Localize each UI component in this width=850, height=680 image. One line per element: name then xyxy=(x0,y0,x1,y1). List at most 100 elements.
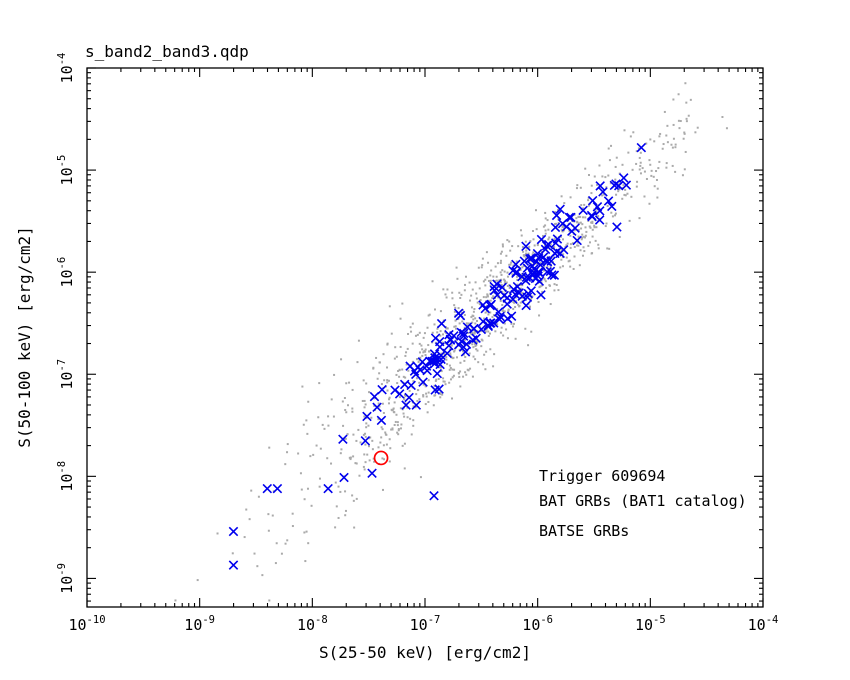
batse-point xyxy=(364,461,367,464)
batse-point xyxy=(398,396,401,399)
batse-point xyxy=(581,223,584,226)
batse-point xyxy=(424,385,427,388)
bat-grb-point xyxy=(523,288,534,299)
batse-point xyxy=(661,147,664,150)
batse-point xyxy=(409,417,412,420)
bat-grb-point xyxy=(595,206,605,216)
y-axis-tick-labels: 10-9 10-8 10-7 10-6 10-5 10-4 xyxy=(56,53,76,594)
bat-grb-point xyxy=(528,270,538,280)
batse-point xyxy=(508,283,511,286)
batse-point xyxy=(475,292,478,295)
batse-point xyxy=(418,359,421,362)
batse-point xyxy=(509,249,512,252)
batse-point xyxy=(423,350,426,353)
batse-point xyxy=(674,146,677,149)
batse-point xyxy=(630,195,633,198)
batse-point xyxy=(291,512,294,515)
batse-point xyxy=(403,398,406,401)
bat-grb-point xyxy=(394,389,405,399)
batse-point xyxy=(501,307,504,310)
batse-point xyxy=(525,252,528,255)
batse-point xyxy=(559,266,562,269)
batse-point xyxy=(393,423,396,426)
batse-point xyxy=(685,117,688,120)
batse-point xyxy=(388,438,391,441)
batse-point xyxy=(653,185,656,188)
batse-point xyxy=(401,368,404,371)
batse-point xyxy=(475,343,478,346)
bat-grb-point xyxy=(489,285,500,296)
batse-point xyxy=(580,238,583,241)
batse-point xyxy=(561,248,564,251)
bat-grb-point xyxy=(526,253,537,264)
batse-point xyxy=(427,314,430,317)
batse-point xyxy=(501,303,504,306)
batse-point xyxy=(391,427,394,430)
batse-point xyxy=(341,400,344,403)
bat-grb-point xyxy=(429,490,439,501)
batse-point xyxy=(607,147,610,150)
batse-point xyxy=(453,349,456,352)
batse-point xyxy=(581,233,584,236)
batse-point xyxy=(518,305,521,308)
batse-point xyxy=(453,368,456,371)
batse-point xyxy=(470,316,473,319)
batse-point xyxy=(405,363,408,366)
batse-point xyxy=(632,131,635,134)
batse-point xyxy=(402,375,405,378)
batse-point xyxy=(363,453,366,456)
batse-point xyxy=(501,269,504,272)
batse-point xyxy=(507,308,510,311)
batse-point xyxy=(422,394,425,397)
batse-point xyxy=(216,532,219,535)
batse-point xyxy=(365,382,368,385)
batse-point xyxy=(388,396,391,399)
batse-point xyxy=(449,378,452,381)
x-tick-label: 10-5 xyxy=(635,614,666,634)
bat-grb-point xyxy=(421,361,432,371)
batse-point xyxy=(670,143,673,146)
batse-point xyxy=(614,178,617,181)
batse-point xyxy=(537,300,540,303)
batse-point xyxy=(519,284,522,287)
batse-point xyxy=(398,375,401,378)
batse-point xyxy=(484,284,487,287)
bat-grb-point xyxy=(595,181,605,191)
batse-point xyxy=(441,341,444,344)
batse-point xyxy=(416,333,419,336)
batse-point xyxy=(473,342,476,345)
batse-point xyxy=(381,488,384,491)
batse-point xyxy=(351,407,354,410)
batse-point xyxy=(725,127,728,130)
batse-point xyxy=(457,307,460,310)
batse-point xyxy=(627,151,630,154)
batse-point xyxy=(307,542,310,545)
batse-point xyxy=(407,369,410,372)
batse-point xyxy=(319,447,322,450)
legend-item-trigger: Trigger 609694 xyxy=(539,467,665,485)
batse-point xyxy=(348,381,351,384)
batse-point xyxy=(488,319,491,322)
trigger-609694-marker xyxy=(373,450,389,466)
bat-grb-point xyxy=(578,205,588,216)
batse-point xyxy=(520,273,523,276)
batse-point xyxy=(344,408,347,411)
bat-grb-point xyxy=(551,210,562,221)
batse-point xyxy=(351,388,354,391)
y-axis-title: S(50-100 keV) [erg/cm2] xyxy=(15,226,34,448)
batse-point xyxy=(474,322,477,325)
batse-point xyxy=(357,428,360,431)
bat-grb-point xyxy=(411,400,422,410)
batse-point xyxy=(588,225,591,228)
batse-point xyxy=(457,372,460,375)
batse-point xyxy=(444,342,447,345)
bat-grb-point xyxy=(434,384,444,394)
batse-point xyxy=(662,143,665,146)
batse-point xyxy=(605,222,608,225)
batse-point xyxy=(638,156,641,159)
batse-point xyxy=(397,428,400,431)
batse-point xyxy=(405,351,408,354)
batse-point xyxy=(591,221,594,224)
batse-point xyxy=(639,161,642,164)
batse-point xyxy=(399,317,402,320)
